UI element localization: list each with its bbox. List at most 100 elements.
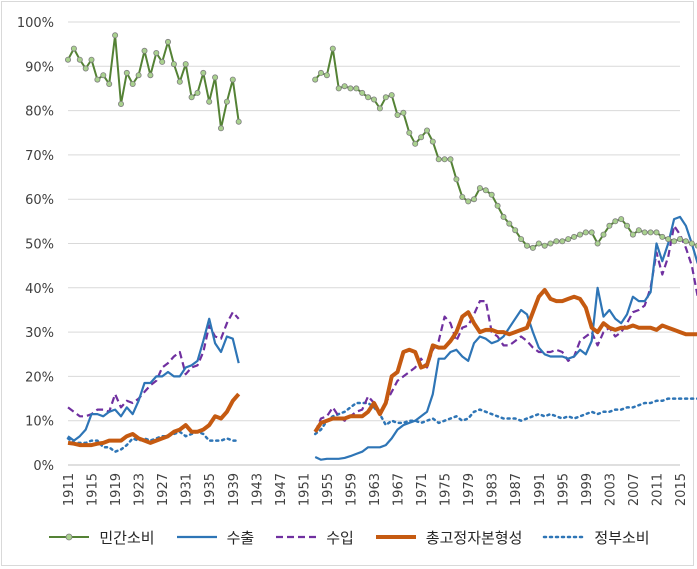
- data-point: [682, 238, 689, 245]
- legend-label: 수입: [326, 528, 354, 547]
- legend-label: 정부소비: [594, 528, 650, 547]
- data-point: [571, 233, 578, 240]
- series-line: [314, 224, 697, 433]
- data-point: [82, 65, 89, 72]
- data-point: [518, 236, 525, 243]
- data-point: [541, 242, 548, 249]
- data-point: [182, 61, 189, 68]
- x-tick-label: 1951: [297, 473, 312, 506]
- legend-swatch: [176, 535, 217, 539]
- data-point: [688, 240, 695, 247]
- data-point: [600, 231, 607, 238]
- x-tick-label: 1995: [556, 473, 571, 506]
- data-point: [100, 72, 107, 79]
- data-point: [577, 231, 584, 238]
- y-tick-label: 60%: [25, 193, 54, 208]
- data-point: [118, 101, 125, 108]
- data-point: [429, 138, 436, 145]
- legend-marker: [65, 533, 73, 541]
- data-point: [200, 69, 207, 76]
- data-point: [423, 127, 430, 134]
- x-tick-label: 1943: [250, 473, 265, 506]
- x-tick-label: 2011: [650, 473, 665, 506]
- x-tick-label: 1919: [109, 473, 124, 506]
- data-point: [635, 227, 642, 234]
- data-point: [76, 56, 83, 63]
- data-point: [65, 56, 72, 63]
- data-point: [323, 72, 330, 79]
- data-point: [435, 156, 442, 163]
- x-tick-label: 1963: [368, 473, 383, 506]
- data-point: [624, 222, 631, 229]
- data-point: [164, 38, 171, 45]
- data-point: [441, 156, 448, 163]
- data-point: [394, 112, 401, 119]
- legend-label: 총고정자본형성: [425, 528, 523, 547]
- data-point: [406, 129, 413, 136]
- series-line: [313, 288, 697, 433]
- legend-item: 수입: [274, 527, 354, 548]
- data-point: [365, 94, 372, 101]
- data-point: [659, 233, 666, 240]
- data-point: [665, 236, 672, 243]
- data-point: [476, 185, 483, 192]
- legend-swatch: [375, 535, 416, 539]
- y-tick-label: 40%: [25, 282, 54, 297]
- data-point: [335, 85, 342, 92]
- data-point: [223, 98, 230, 105]
- data-point: [506, 220, 513, 227]
- data-point: [229, 76, 236, 83]
- data-point: [341, 83, 348, 90]
- data-point: [376, 105, 383, 112]
- data-point: [641, 229, 648, 236]
- y-tick-label: 100%: [17, 16, 54, 31]
- data-point: [135, 72, 142, 79]
- x-tick-label: 1939: [227, 473, 242, 506]
- data-point: [529, 244, 536, 251]
- y-tick-label: 10%: [25, 415, 54, 430]
- y-axis: 0% 10% 20% 30% 40% 50% 60% 70% 80% 90% 100%: [17, 16, 54, 474]
- data-point: [235, 118, 242, 125]
- x-tick-label: 1967: [392, 473, 407, 506]
- legend-label: 수출: [226, 528, 255, 547]
- data-point: [594, 240, 601, 247]
- data-point: [512, 227, 519, 234]
- data-point: [347, 85, 354, 92]
- legend-item: 수출: [175, 527, 255, 548]
- data-point: [582, 229, 589, 236]
- data-point: [329, 45, 336, 52]
- data-point: [677, 236, 684, 243]
- data-point: [470, 196, 477, 203]
- legend: 민간소비 수출 수입 총고정자본형성 정부소비: [0, 522, 697, 552]
- data-point: [188, 94, 195, 101]
- series-line: [67, 392, 241, 448]
- data-point: [588, 229, 595, 236]
- data-point: [629, 231, 636, 238]
- x-tick-label: 1975: [439, 473, 454, 506]
- data-point: [153, 50, 160, 57]
- data-point: [359, 89, 366, 96]
- legend-label: 민간소비: [99, 528, 155, 547]
- data-point: [547, 240, 554, 247]
- x-tick-label: 1915: [86, 473, 101, 506]
- x-tick-label: 2003: [603, 473, 618, 506]
- data-point: [500, 213, 507, 220]
- x-tick-label: 1999: [580, 473, 595, 506]
- data-point: [459, 193, 466, 200]
- y-tick-label: 20%: [25, 370, 54, 385]
- y-tick-label: 30%: [25, 326, 54, 341]
- data-point: [412, 140, 419, 147]
- data-point: [170, 61, 177, 68]
- data-point: [112, 32, 119, 39]
- x-tick-label: 1979: [462, 473, 477, 506]
- legend-item: 총고정자본형성: [374, 527, 523, 548]
- data-point: [159, 58, 166, 65]
- x-tick-label: 1931: [180, 473, 195, 506]
- data-point: [447, 156, 454, 163]
- data-point: [176, 78, 183, 85]
- x-tick-label: 1947: [274, 473, 289, 506]
- data-point: [565, 236, 572, 243]
- data-point: [524, 242, 531, 249]
